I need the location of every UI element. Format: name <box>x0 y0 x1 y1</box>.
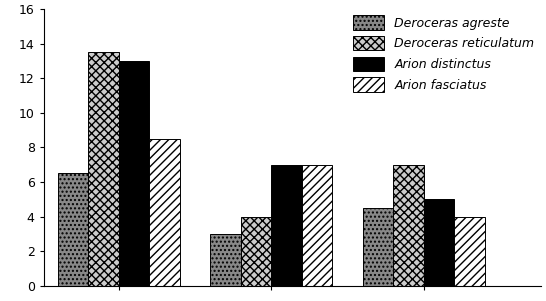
Bar <box>118 61 149 286</box>
Bar <box>363 208 394 286</box>
Bar <box>271 165 302 286</box>
Bar <box>424 199 454 286</box>
Legend: Deroceras agreste, Deroceras reticulatum, Arion distinctus, Arion fasciatus: Deroceras agreste, Deroceras reticulatum… <box>353 15 535 92</box>
Bar <box>149 139 180 286</box>
Bar <box>394 165 424 286</box>
Bar <box>302 165 333 286</box>
Bar <box>57 173 88 286</box>
Bar <box>210 234 241 286</box>
Bar <box>454 217 485 286</box>
Bar <box>88 52 118 286</box>
Bar <box>241 217 271 286</box>
